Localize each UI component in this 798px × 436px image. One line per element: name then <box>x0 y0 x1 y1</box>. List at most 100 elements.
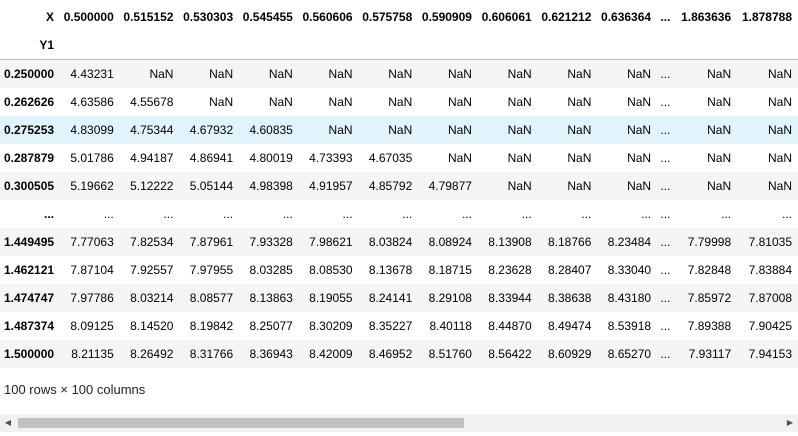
table-cell: 4.85792 <box>368 179 413 193</box>
table-cell: 8.13863 <box>249 291 293 305</box>
table-cell: 4.98398 <box>249 179 293 193</box>
table-cell: 8.21135 <box>71 347 114 361</box>
table-cell: 7.83884 <box>748 263 792 277</box>
row-index: 1.500000 <box>3 347 55 361</box>
table-cell: 7.77063 <box>70 235 114 249</box>
table-cell: 8.42009 <box>309 347 353 361</box>
table-cell: 8.29108 <box>428 291 472 305</box>
table-cell: NaN <box>507 123 532 137</box>
table-row: 0.262626 4.63586 4.55678 NaN NaN NaN NaN NaN NaN… <box>0 88 798 116</box>
table-cell: 4.80019 <box>249 151 293 165</box>
table-cell: 8.46952 <box>368 347 413 361</box>
table-cell: 4.63586 <box>70 95 114 109</box>
table-cell: NaN <box>627 151 652 165</box>
table-cell: NaN <box>507 67 532 81</box>
table-cell: NaN <box>707 123 732 137</box>
table-cell: NaN <box>447 151 472 165</box>
table-cell: ... <box>660 179 671 193</box>
horizontal-scrollbar[interactable]: ◀ ▶ <box>0 414 798 432</box>
table-cell: ... <box>660 347 671 361</box>
row-index: 0.262626 <box>3 95 55 109</box>
table-cell: ... <box>660 235 671 249</box>
table-cell: 7.92557 <box>130 263 174 277</box>
table-body: 0.250000 4.43231 NaN NaN NaN NaN NaN NaN NaN NaN N… <box>0 59 798 368</box>
table-cell: 8.56422 <box>488 347 532 361</box>
table-cell: NaN <box>567 123 592 137</box>
table-cell: 8.36943 <box>249 347 293 361</box>
table-cell: ... <box>342 207 353 221</box>
table-cell: NaN <box>149 67 174 81</box>
table-row: 1.487374 8.09125 8.14520 8.19842 8.25077 8.30… <box>0 312 798 340</box>
column-header: 1.863636 <box>681 10 732 24</box>
table-cell: 8.65270 <box>607 347 652 361</box>
table-cell: 8.33040 <box>607 263 652 277</box>
row-index: ... <box>44 207 55 221</box>
table-cell: NaN <box>707 151 732 165</box>
table-cell: NaN <box>767 179 792 193</box>
table-cell: 8.03285 <box>249 263 293 277</box>
table-cell: 8.08577 <box>189 291 234 305</box>
row-index: 1.487374 <box>3 319 55 333</box>
table-cell: 7.82534 <box>130 235 174 249</box>
table-cell: 4.83099 <box>70 123 114 137</box>
table-cell: 7.79998 <box>687 235 732 249</box>
table-cell: 7.82848 <box>687 263 732 277</box>
table-cell: 8.08530 <box>309 263 353 277</box>
table-cell: NaN <box>447 95 472 109</box>
table-cell: ... <box>660 319 671 333</box>
column-header-row: X 0.500000 0.515152 0.530303 0.545455 0.5606… <box>0 3 798 31</box>
table-cell: NaN <box>507 95 532 109</box>
table-cell: ... <box>660 263 671 277</box>
table-row: 1.462121 7.87104 7.92557 7.97955 8.03285 8.08… <box>0 256 798 284</box>
table-cell: 4.86941 <box>189 151 234 165</box>
table-cell: ... <box>660 67 671 81</box>
table-cell: 8.35227 <box>368 319 413 333</box>
table-cell: 7.97955 <box>189 263 234 277</box>
table-cell: NaN <box>627 123 652 137</box>
index-name-row: Y1 <box>0 31 798 60</box>
column-header: 1.878788 <box>741 10 792 24</box>
table-cell: NaN <box>507 179 532 193</box>
table-cell: ... <box>721 207 732 221</box>
table-cell: 4.79877 <box>428 179 472 193</box>
table-row: 0.250000 4.43231 NaN NaN NaN NaN NaN NaN NaN NaN N… <box>0 59 798 88</box>
table-cell: 8.40118 <box>429 319 472 333</box>
table-cell: ... <box>660 123 671 137</box>
table-cell: 4.73393 <box>309 151 353 165</box>
column-header-ellipsis: ... <box>660 10 671 24</box>
table-row: 0.275253 4.83099 4.75344 4.67932 4.60835 NaN N… <box>0 116 798 144</box>
column-header: 0.606061 <box>481 10 532 24</box>
table-cell: 8.19055 <box>309 291 353 305</box>
row-index: 0.287879 <box>3 151 55 165</box>
row-index: 1.474747 <box>3 291 55 305</box>
table-cell: NaN <box>388 67 413 81</box>
table-cell: 7.87104 <box>70 263 114 277</box>
table-cell: NaN <box>767 151 792 165</box>
table-cell: NaN <box>627 179 652 193</box>
scroll-left-arrow-icon[interactable]: ◀ <box>4 418 12 427</box>
table-cell: 8.60929 <box>547 347 592 361</box>
table-cell: NaN <box>767 123 792 137</box>
column-header: 0.575758 <box>362 10 413 24</box>
table-cell: 8.26492 <box>130 347 174 361</box>
table-cell: 4.60835 <box>249 123 293 137</box>
table-row: 1.500000 8.21135 8.26492 8.31766 8.36943 8.42… <box>0 340 798 368</box>
scrollbar-thumb[interactable] <box>18 418 464 428</box>
table-cell: 7.87961 <box>189 235 234 249</box>
column-header: 0.500000 <box>63 10 114 24</box>
table-cell: 8.18766 <box>547 235 592 249</box>
scroll-right-arrow-icon[interactable]: ▶ <box>786 418 794 427</box>
table-cell: ... <box>581 207 592 221</box>
row-index: 0.250000 <box>3 67 55 81</box>
table-cell: 8.38638 <box>547 291 592 305</box>
table-cell: NaN <box>447 67 472 81</box>
columns-label: X <box>46 10 55 24</box>
table-cell: NaN <box>767 67 792 81</box>
table-cell: ... <box>223 207 234 221</box>
table-cell: 7.93328 <box>249 235 293 249</box>
table-cell: 7.98621 <box>309 235 353 249</box>
table-cell: 4.67035 <box>368 151 413 165</box>
table-cell: 7.97786 <box>70 291 114 305</box>
table-cell: NaN <box>388 123 413 137</box>
table-cell: 8.14520 <box>130 319 174 333</box>
